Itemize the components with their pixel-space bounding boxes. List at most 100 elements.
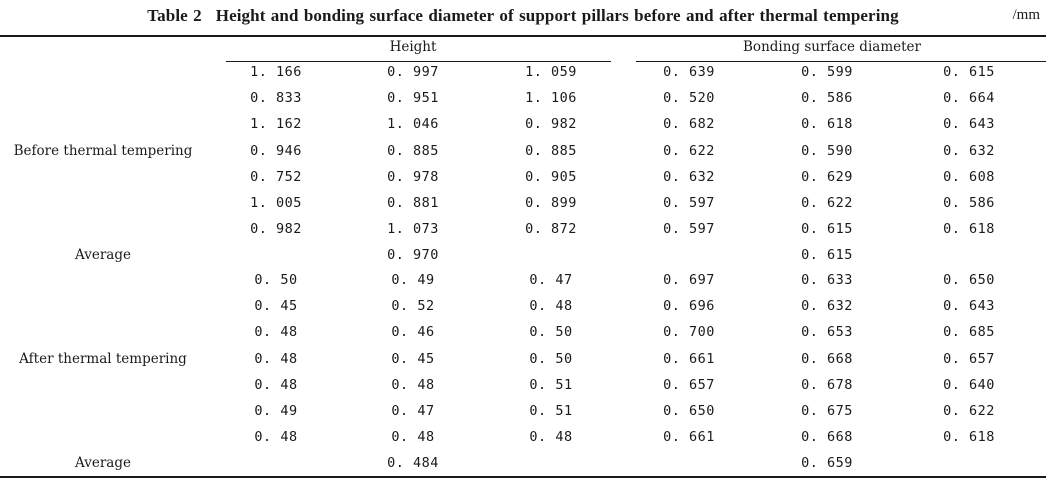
bonding-diameter-cell: 0. 700 [663,324,715,341]
bonding-diameter-cell: 0. 632 [663,168,715,185]
bonding-diameter-cell: 0. 682 [663,116,715,133]
average-height-cell: 0. 970 [387,247,439,264]
bottom-rule [0,476,1046,478]
bonding-diameter-cell: 0. 629 [801,168,853,185]
height-cell: 0. 982 [525,116,577,133]
bonding-diameter-cell: 0. 590 [801,142,853,159]
bonding-diameter-cell: 0. 643 [943,298,995,315]
group-label: After thermal tempering [19,350,187,367]
bonding-diameter-cell: 0. 622 [943,403,995,419]
bonding-diameter-cell: 0. 653 [801,324,853,341]
bonding-diameter-cell: 0. 597 [663,195,715,211]
height-cell: 0. 48 [391,429,435,446]
bonding-diameter-cell: 0. 632 [943,142,995,159]
bonding-diameter-cell: 0. 657 [663,376,715,393]
height-cell: 0. 872 [525,221,577,238]
height-cell: 0. 50 [529,324,573,341]
bonding-diameter-cell: 0. 520 [663,90,715,107]
bonding-diameter-cell: 0. 618 [943,429,995,446]
height-cell: 0. 951 [387,90,439,107]
average-height-cell: 0. 484 [387,455,439,472]
bonding-diameter-cell: 0. 664 [943,90,995,107]
bonding-diameter-cell: 0. 633 [801,272,853,288]
height-cell: 1. 073 [387,221,439,238]
height-cell: 1. 005 [250,195,302,211]
bonding-diameter-cell: 0. 586 [943,195,995,211]
bonding-diameter-column-header: Bonding surface diameter [743,39,921,55]
height-cell: 0. 48 [254,350,298,367]
height-cell: 1. 162 [250,116,302,133]
height-cell: 0. 45 [391,350,435,367]
average-label: Average [75,247,131,264]
height-cell: 0. 946 [250,142,302,159]
bonding-diameter-cell: 0. 618 [801,116,853,133]
caption-label: Table 2 [147,6,202,25]
height-cell: 0. 48 [529,298,573,315]
height-cell: 1. 166 [250,64,302,80]
bonding-diameter-cell: 0. 697 [663,272,715,288]
height-cell: 0. 47 [529,272,573,288]
bonding-diameter-cell: 0. 685 [943,324,995,341]
height-cell: 0. 978 [387,168,439,185]
height-cell: 0. 833 [250,90,302,107]
height-cell: 0. 885 [387,142,439,159]
height-cell: 0. 52 [391,298,435,315]
bonding-diameter-cell: 0. 661 [663,350,715,367]
height-cell: 0. 982 [250,221,302,238]
bonding-diameter-cell: 0. 622 [801,195,853,211]
bonding-diameter-cell: 0. 615 [801,221,853,238]
bonding-diameter-cell: 0. 696 [663,298,715,315]
height-cell: 1. 046 [387,116,439,133]
height-column-header: Height [389,39,437,55]
bonding-diameter-cell: 0. 657 [943,350,995,367]
height-cell: 0. 51 [529,376,573,393]
bonding-diameter-cell: 0. 643 [943,116,995,133]
bonding-diameter-cell: 0. 639 [663,64,715,80]
unit-label: /mm [1012,7,1040,23]
height-cell: 0. 48 [254,324,298,341]
bonding-header-rule [636,61,1046,62]
height-cell: 0. 885 [525,142,577,159]
average-bonding-cell: 0. 659 [801,455,853,472]
bonding-diameter-cell: 0. 650 [943,272,995,288]
bonding-diameter-cell: 0. 661 [663,429,715,446]
average-bonding-cell: 0. 615 [801,247,853,264]
height-cell: 0. 752 [250,168,302,185]
height-cell: 0. 997 [387,64,439,80]
height-cell: 0. 47 [391,403,435,419]
height-cell: 1. 106 [525,90,577,107]
caption-text: Height and bonding surface diameter of s… [215,6,899,25]
height-cell: 0. 48 [254,376,298,393]
bonding-diameter-cell: 0. 632 [801,298,853,315]
height-cell: 0. 48 [391,376,435,393]
height-cell: 0. 46 [391,324,435,341]
bonding-diameter-cell: 0. 668 [801,429,853,446]
height-cell: 0. 49 [391,272,435,288]
table-caption: Table 2 Height and bonding surface diamet… [0,6,1046,28]
bonding-diameter-cell: 0. 675 [801,403,853,419]
bonding-diameter-cell: 0. 678 [801,376,853,393]
height-cell: 0. 899 [525,195,577,211]
group-label: Before thermal tempering [13,142,193,159]
height-cell: 0. 49 [254,403,298,419]
bonding-diameter-cell: 0. 668 [801,350,853,367]
average-label: Average [75,455,131,472]
bonding-diameter-cell: 0. 618 [943,221,995,238]
top-rule [0,35,1046,37]
bonding-diameter-cell: 0. 615 [943,64,995,80]
height-cell: 0. 881 [387,195,439,211]
height-cell: 0. 50 [254,272,298,288]
height-cell: 0. 48 [529,429,573,446]
caption-title: Table 2 Height and bonding surface diamet… [0,6,1046,26]
height-cell: 1. 059 [525,64,577,80]
height-cell: 0. 45 [254,298,298,315]
bonding-diameter-cell: 0. 586 [801,90,853,107]
bonding-diameter-cell: 0. 650 [663,403,715,419]
height-cell: 0. 50 [529,350,573,367]
height-cell: 0. 51 [529,403,573,419]
bonding-diameter-cell: 0. 608 [943,168,995,185]
bonding-diameter-cell: 0. 597 [663,221,715,238]
height-cell: 0. 48 [254,429,298,446]
bonding-diameter-cell: 0. 640 [943,376,995,393]
height-cell: 0. 905 [525,168,577,185]
